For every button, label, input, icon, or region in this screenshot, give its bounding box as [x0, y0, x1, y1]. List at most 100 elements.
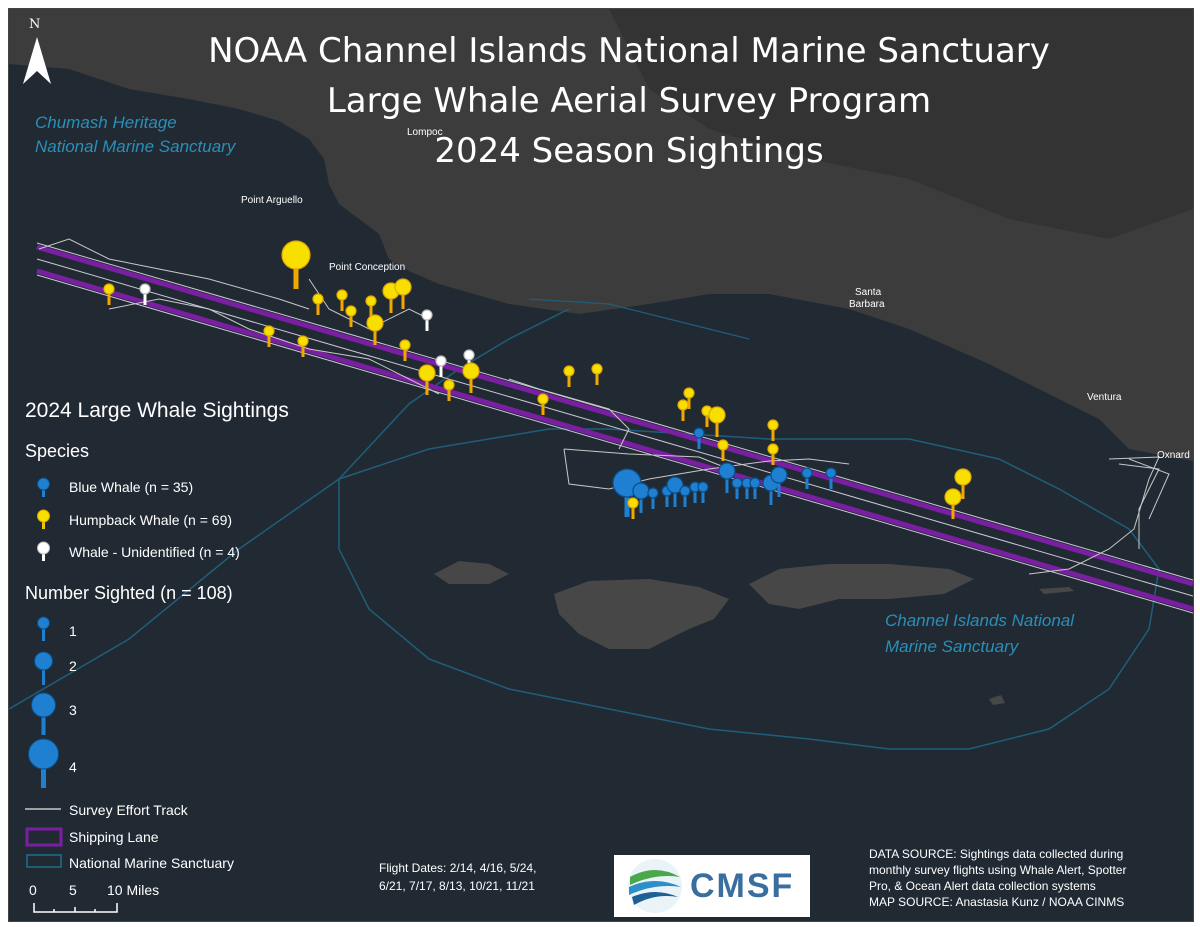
cmsf-logo: CMSF — [614, 855, 810, 917]
humpback-whale-sighting-marker[interactable] — [394, 278, 412, 309]
humpback-whale-sighting-marker[interactable] — [312, 293, 324, 315]
blue-whale-sighting-marker[interactable] — [693, 427, 705, 449]
humpback-whale-sighting-marker[interactable] — [708, 406, 726, 437]
sighting-marker-stem — [665, 491, 669, 507]
sighting-marker-stem — [541, 399, 545, 415]
blue-whale-sighting-marker[interactable] — [825, 467, 837, 489]
sighting-marker-stem — [715, 415, 719, 437]
humpback-whale-marker-icon — [37, 509, 50, 529]
scale-bar — [33, 903, 118, 913]
survey-tracks — [38, 238, 1170, 575]
blue-whale-sighting-marker[interactable] — [666, 476, 684, 507]
title-line-2: Large Whale Aerial Survey Program — [326, 81, 932, 121]
humpback-whale-sighting-marker[interactable] — [443, 379, 455, 401]
humpback-whale-sighting-marker[interactable] — [103, 283, 115, 305]
sighting-marker-stem — [401, 287, 405, 309]
legend-size-markers — [28, 616, 59, 788]
humpback-whale-sighting-marker[interactable] — [336, 289, 348, 311]
wave-logo-icon — [628, 859, 682, 913]
place-ventura: Ventura — [1087, 392, 1122, 403]
source-line-2: monthly survey flights using Whale Alert… — [869, 863, 1127, 877]
scale-label-0: 0 — [29, 882, 37, 898]
legend-species-humpback: Humpback Whale (n = 69) — [69, 512, 233, 528]
sighting-marker-stem — [683, 491, 687, 507]
humpback-whale-sighting-marker[interactable] — [297, 335, 309, 357]
blue-whale-sighting-marker[interactable] — [679, 485, 691, 507]
humpback-whale-sighting-marker[interactable] — [591, 363, 603, 385]
humpback-whale-sighting-marker[interactable] — [954, 468, 972, 499]
sighting-marker-head — [731, 477, 743, 489]
humpback-whale-sighting-marker[interactable] — [717, 439, 729, 461]
sighting-marker-head — [801, 467, 813, 479]
blue-whale-sighting-marker[interactable] — [731, 477, 743, 499]
sighting-marker-stem — [567, 371, 571, 387]
humpback-whale-sighting-marker[interactable] — [418, 364, 436, 395]
unidentified-whale-sighting-marker[interactable] — [435, 355, 447, 377]
humpback-whale-sighting-marker[interactable] — [462, 362, 480, 393]
sighting-marker-stem — [961, 477, 965, 499]
legend-title: 2024 Large Whale Sightings — [25, 399, 289, 422]
sighting-marker-stem — [721, 445, 725, 461]
humpback-whale-sighting-marker[interactable] — [366, 314, 384, 345]
humpback-whale-sighting-marker[interactable] — [677, 399, 689, 421]
unidentified-whale-sighting-marker[interactable] — [421, 309, 433, 331]
cmsf-logo-text: CMSF — [690, 867, 795, 905]
blue-whale-sighting-marker[interactable] — [801, 467, 813, 489]
sighting-marker-stem — [805, 473, 809, 489]
humpback-whale-sighting-marker[interactable] — [263, 325, 275, 347]
sighting-marker-stem — [389, 291, 393, 313]
sanctuary-swatch — [26, 854, 62, 868]
sighting-marker-stem — [673, 485, 677, 507]
sighting-marker-head — [312, 293, 324, 305]
island-san-miguel — [434, 561, 509, 584]
blue-whale-sighting-marker[interactable] — [770, 466, 788, 497]
north-arrow-label: N — [29, 17, 41, 32]
humpback-whale-sighting-marker[interactable] — [627, 497, 639, 519]
sighting-marker-stem — [439, 361, 443, 377]
source-line-4: MAP SOURCE: Anastasia Kunz / NOAA CINMS — [869, 895, 1125, 909]
sighting-marker-stem — [624, 483, 630, 517]
legend-size-3: 3 — [69, 702, 77, 718]
sighting-marker-stem — [293, 255, 299, 289]
humpback-whale-sighting-marker[interactable] — [563, 365, 575, 387]
source-line-3: Pro, & Ocean Alert data collection syste… — [869, 879, 1096, 893]
sighting-marker-stem — [725, 471, 729, 493]
humpback-whale-sighting-marker[interactable] — [944, 488, 962, 519]
map-canvas[interactable] — [9, 9, 1193, 921]
sighting-marker-stem — [447, 385, 451, 401]
sighting-marker-head — [697, 481, 709, 493]
legend-species-heading: Species — [25, 441, 90, 461]
sighting-marker-stem — [693, 487, 697, 503]
sighting-marker-stem — [697, 433, 701, 449]
sighting-marker-stem — [639, 491, 643, 513]
shipping-lane-edge — [36, 242, 1193, 614]
humpback-whale-sighting-marker[interactable] — [767, 443, 779, 465]
blue-whale-sighting-marker[interactable] — [697, 481, 709, 503]
sighting-marker-head — [683, 387, 695, 399]
place-oxnard: Oxnard — [1157, 450, 1190, 461]
humpback-whale-sighting-marker[interactable] — [399, 339, 411, 361]
shipping-lane-swatch — [25, 827, 63, 847]
humpback-whale-sighting-marker[interactable] — [767, 419, 779, 441]
place-barbara: Barbara — [849, 299, 885, 310]
blue-whale-sighting-marker[interactable] — [749, 477, 761, 499]
source-line-1: DATA SOURCE: Sightings data collected du… — [869, 847, 1124, 861]
sighting-marker-stem — [595, 369, 599, 385]
sighting-marker-head — [435, 355, 447, 367]
sighting-marker-stem — [316, 299, 320, 315]
sighting-marker-stem — [631, 503, 635, 519]
humpback-whale-sighting-marker[interactable] — [345, 305, 357, 327]
blue-whale-sighting-marker[interactable] — [647, 487, 659, 509]
blue-whale-sighting-marker[interactable] — [718, 462, 736, 493]
humpback-whale-sighting-marker[interactable] — [683, 387, 695, 409]
sighting-marker-stem — [681, 405, 685, 421]
sighting-marker-stem — [107, 289, 111, 305]
humpback-whale-sighting-marker[interactable] — [281, 240, 311, 289]
terrain-shade — [609, 9, 1193, 239]
unidentified-whale-sighting-marker[interactable] — [139, 283, 151, 305]
humpback-whale-sighting-marker[interactable] — [537, 393, 549, 415]
map-frame[interactable]: NOAA Channel Islands National Marine San… — [8, 8, 1194, 922]
legend-species-unidentified: Whale - Unidentified (n = 4) — [69, 544, 240, 560]
sighting-marker-stem — [340, 295, 344, 311]
humpback-whale-sighting-marker[interactable] — [365, 295, 377, 317]
